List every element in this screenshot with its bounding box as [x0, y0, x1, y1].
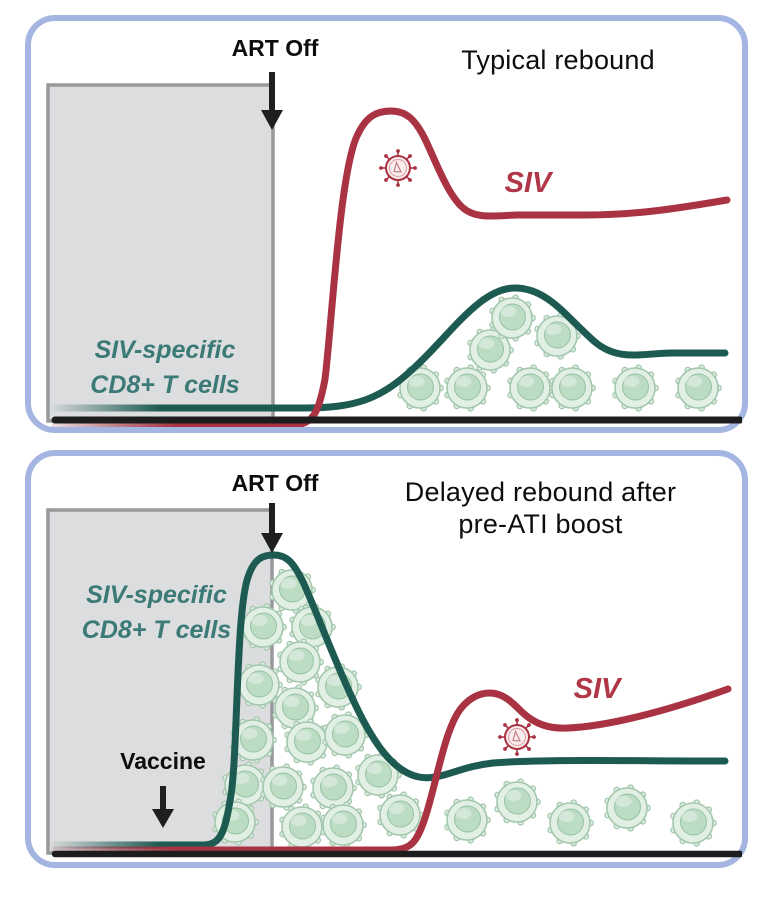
delayed-rebound-drawing	[46, 503, 742, 858]
cd8-label-line1: SIV-specific	[94, 336, 236, 364]
cd8-label-line2: CD8+ T cells	[81, 616, 232, 644]
cd8-label-line1: SIV-specific	[86, 581, 227, 609]
siv-label: SIV	[504, 167, 552, 199]
art-off-label: ART Off	[231, 470, 319, 496]
cd8-t-cell-icon	[675, 364, 723, 412]
cd8-t-cell-icon	[604, 784, 652, 832]
cd8-t-cell-icon	[547, 799, 595, 847]
vaccine-label: Vaccine	[120, 748, 206, 774]
delayed-rebound-panel: ART Off Delayed rebound after pre-ATI bo…	[25, 450, 748, 868]
cd8-curve	[51, 284, 729, 412]
cd8-t-cell-icon	[507, 364, 555, 412]
cd8-t-cell-icon	[670, 799, 718, 847]
vaccine-arrow	[152, 786, 174, 828]
cd8-t-cell-icon	[612, 364, 660, 412]
typical-rebound-panel: ART Off Typical rebound SIV SIV-specific…	[25, 15, 748, 433]
cd8-label: SIV-specific CD8+ T cells	[49, 578, 264, 648]
typical-rebound-drawing	[46, 72, 742, 427]
panel-title: Delayed rebound after pre-ATI boost	[368, 476, 713, 540]
cd8-t-cell-icon	[444, 796, 492, 844]
siv-curve	[51, 107, 731, 427]
cd8-curve	[51, 551, 729, 849]
art-period-box	[46, 83, 275, 423]
siv-label: SIV	[573, 673, 621, 705]
cd8-t-cell-icon	[444, 364, 492, 412]
siv-virion-icon	[378, 148, 418, 188]
art-off-label: ART Off	[231, 35, 319, 61]
cd8-t-cell-icon	[549, 364, 597, 412]
cd8-label-line2: CD8+ T cells	[90, 371, 240, 399]
siv-curve	[51, 685, 732, 854]
siv-virion-icon	[497, 717, 537, 757]
panel-title-line2: pre-ATI boost	[458, 509, 623, 539]
art-off-arrow	[261, 72, 283, 130]
panel-title: Typical rebound	[461, 45, 655, 75]
cd8-t-cell-icon	[494, 778, 542, 826]
art-off-arrow	[261, 503, 283, 553]
cd8-t-cell-icon	[355, 751, 403, 799]
cd8-label: SIV-specific CD8+ T cells	[60, 333, 270, 403]
panel-title-line1: Delayed rebound after	[404, 477, 677, 507]
cd8-t-cell-icon	[320, 801, 368, 849]
cd8-t-cell-icon	[279, 803, 327, 851]
